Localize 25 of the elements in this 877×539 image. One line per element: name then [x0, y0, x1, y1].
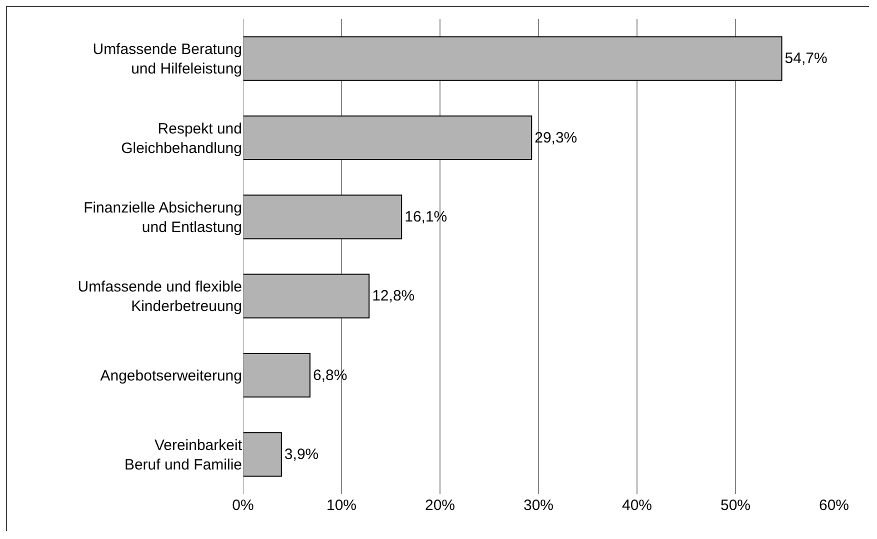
bar	[243, 274, 370, 318]
y-tick-label: Finanzielle Absicherung und Entlastung	[84, 199, 242, 236]
y-tick-label: Umfassende und flexible Kinderbetreuung	[78, 278, 242, 316]
bar	[243, 194, 402, 240]
x-tick-label: 10%	[326, 497, 357, 514]
y-tick-label: Vereinbarkeit Beruf und Familie	[124, 436, 243, 474]
y-tick-label: Angebotserweiterung	[100, 368, 242, 384]
data-label: 29,3%	[534, 129, 578, 146]
data-label: 16,1%	[404, 208, 448, 226]
x-tick-label: 20%	[424, 497, 456, 514]
x-tick-label: 40%	[622, 497, 652, 514]
x-tick-label: 0%	[232, 497, 254, 514]
data-label: 12,8%	[372, 288, 415, 305]
bar	[243, 115, 532, 160]
bar	[243, 36, 782, 81]
data-label: 3,9%	[284, 446, 319, 463]
bar	[243, 432, 282, 477]
x-tick-label: 30%	[523, 497, 554, 514]
x-tick-label: 50%	[720, 497, 751, 514]
data-label: 6,8%	[312, 366, 348, 384]
data-label: 54,7%	[784, 50, 828, 68]
x-tick-label: 60%	[818, 497, 850, 514]
y-tick-label: Respekt und Gleichbehandlung	[121, 120, 242, 157]
bar	[243, 352, 310, 398]
y-tick-label: Umfassende Beratung und Hilfeleistung	[92, 41, 242, 78]
